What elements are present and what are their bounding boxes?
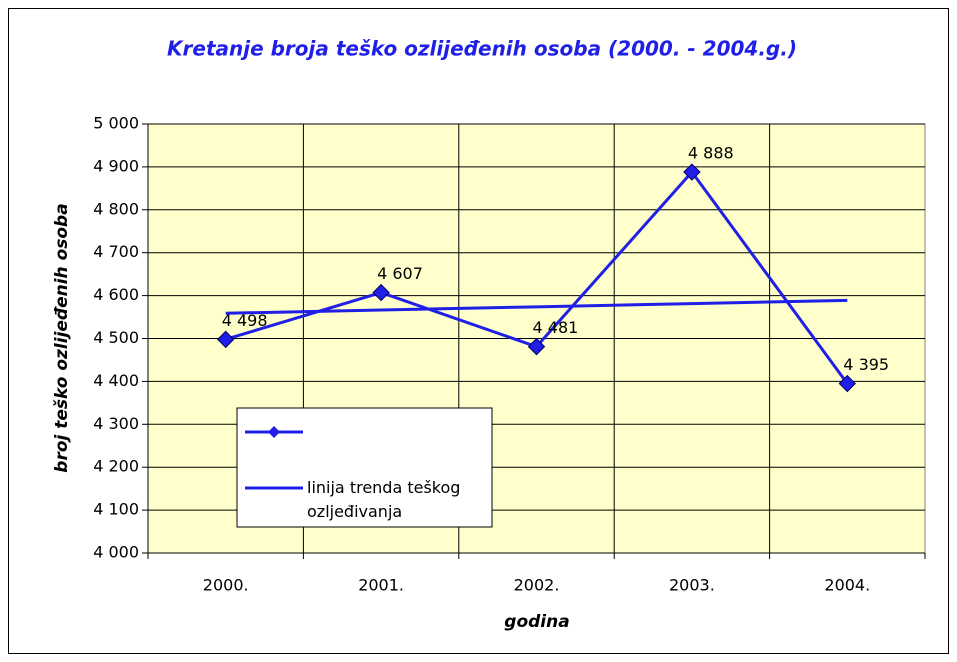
x-tick-label: 2003. xyxy=(669,576,715,595)
y-tick-label: 4 200 xyxy=(93,457,139,476)
y-tick-label: 4 400 xyxy=(93,371,139,390)
data-label: 4 481 xyxy=(533,318,579,337)
data-label: 4 607 xyxy=(377,264,423,283)
data-point xyxy=(372,283,390,302)
legend-box xyxy=(236,407,493,528)
y-tick-label: 4 700 xyxy=(93,242,139,261)
data-point xyxy=(216,330,235,349)
y-tick-label: 4 000 xyxy=(93,543,139,562)
y-tick-label: 4 300 xyxy=(93,414,139,433)
x-tick-label: 2002. xyxy=(514,576,560,595)
data-point xyxy=(838,374,857,393)
y-tick-label: 4 600 xyxy=(93,285,139,304)
y-axis-title: broj teško ozlijeđenih osoba xyxy=(52,203,72,472)
data-point xyxy=(683,163,701,181)
x-axis-title: godina xyxy=(504,612,569,632)
x-tick-label: 2000. xyxy=(203,576,249,595)
data-label: 4 395 xyxy=(843,355,889,374)
y-tick-label: 4 500 xyxy=(93,328,139,347)
y-tick-label: 4 100 xyxy=(93,500,139,519)
legend-marker xyxy=(268,426,280,438)
y-tick-label: 4 900 xyxy=(93,156,139,175)
x-tick-label: 2004. xyxy=(824,576,870,595)
y-tick-label: 5 000 xyxy=(93,114,139,133)
series-line xyxy=(225,298,848,315)
data-label: 4 498 xyxy=(222,311,268,330)
data-point xyxy=(527,337,546,356)
x-tick-label: 2001. xyxy=(358,576,404,595)
data-label: 4 888 xyxy=(688,144,734,163)
legend-label: linija trenda teškog ozljeđivanja xyxy=(307,478,460,521)
y-tick-label: 4 800 xyxy=(93,199,139,218)
chart-title: Kretanje broja teško ozlijeđenih osoba (… xyxy=(167,37,797,61)
